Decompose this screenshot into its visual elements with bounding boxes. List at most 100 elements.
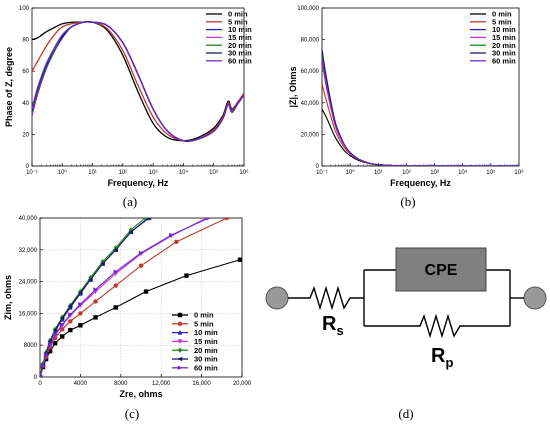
legend-label: 60 min (194, 363, 218, 372)
marker-triangle-right (169, 232, 174, 238)
marker-circle (174, 239, 179, 245)
left-terminal (265, 286, 289, 310)
series-line (32, 21, 244, 142)
marker-triangle-left (87, 277, 93, 282)
marker-triangle-right (206, 218, 212, 221)
series-20-min (40, 218, 148, 377)
x-tick-label: 16,000 (192, 381, 211, 387)
legend-label: 30 min (228, 49, 252, 58)
marker-triangle-right (78, 302, 84, 307)
marker-triangle-left (113, 247, 118, 252)
marker-triangle-right (40, 362, 46, 368)
marker-diamond (177, 347, 183, 353)
series-5-min (32, 21, 244, 142)
marker-square (143, 289, 149, 294)
panel-d-circuit: Rs CPE Rp (265, 247, 547, 370)
x-axis-label: Zre, ohms (119, 389, 162, 399)
marker-square (68, 327, 73, 333)
y-tick-label: 100 (19, 6, 30, 12)
x-tick-label: 10² (402, 170, 411, 176)
y-tick-label: 32,000 (19, 248, 38, 254)
series-0-min (322, 108, 519, 166)
marker-triangle-right (68, 312, 73, 317)
series-line (322, 52, 519, 166)
panel-b-modulus-chart: 10⁻¹ 10⁰ 10¹ 10² 10³ 10⁴ 10⁵ 10⁶ 0 20,000 40,000 60… (288, 6, 524, 188)
marker-square (52, 341, 58, 346)
series-line (40, 218, 149, 377)
series-line (40, 218, 207, 377)
marker-triangle-left (67, 304, 73, 309)
marker-triangle-left (77, 290, 83, 295)
marker-square (78, 323, 83, 328)
series-20-min (322, 55, 519, 166)
x-tick-label: 4000 (74, 381, 88, 387)
marker-triangle-right (47, 342, 53, 347)
x-tick-label: 10³ (149, 170, 158, 176)
legend-label: 60 min (492, 56, 516, 65)
series-line (32, 21, 244, 142)
marker-square (93, 315, 98, 320)
series-60-min (32, 21, 244, 142)
x-tick-label: 10¹ (88, 170, 97, 176)
y-tick-label: 8000 (24, 343, 38, 349)
marker-triangle-left (52, 327, 58, 333)
legend-label: 30 min (194, 355, 218, 364)
marker-square (47, 348, 53, 354)
marker-square (237, 257, 242, 262)
x-tick-label: 10⁶ (239, 169, 249, 176)
marker-triangle-down (177, 339, 183, 345)
y-tick-label: 16,000 (19, 311, 38, 317)
legend-label: 20 min (228, 41, 252, 50)
marker-triangle (177, 329, 183, 335)
legend-label: 15 min (492, 33, 516, 42)
rp-resistor (364, 313, 510, 339)
marker-triangle-right (52, 332, 58, 337)
y-tick-label: 20,000 (301, 132, 320, 138)
series-line (32, 21, 244, 142)
y-tick-label: 24,000 (19, 280, 38, 286)
marker-circle (113, 283, 118, 288)
series-30-min (322, 48, 519, 166)
series-line (322, 108, 519, 166)
legend-label: 10 min (492, 25, 516, 34)
x-axis-label: Frequency, Hz (390, 178, 451, 188)
series-60-min (40, 218, 212, 377)
x-tick-label: 10⁶ (514, 169, 524, 176)
legend-label: 60 min (228, 56, 252, 65)
panel-c-nyquist-chart: 0 4000 8000 12,000 16,000 20,000 0 8000 16,000 24… (3, 216, 252, 399)
legend-label: 15 min (228, 33, 252, 42)
marker-circle (177, 321, 183, 326)
marker-triangle-right (43, 352, 49, 357)
legend-label: 10 min (228, 25, 252, 34)
marker-square (60, 334, 65, 339)
marker-triangle-left (177, 356, 183, 362)
x-tick-label: 12,000 (152, 381, 171, 387)
marker-triangle-right (40, 375, 43, 377)
rs-label: Rs (322, 313, 344, 338)
marker-triangle-left (99, 261, 105, 266)
y-tick-label: 20 (22, 132, 29, 138)
legend-label: 15 min (194, 337, 218, 346)
x-tick-label: 10⁰ (58, 169, 68, 176)
series-30-min (32, 21, 244, 142)
y-tick-label: 0 (316, 164, 320, 170)
marker-diamond (113, 245, 118, 251)
legend-label: 20 min (194, 346, 218, 355)
marker-triangle-left (59, 315, 65, 321)
legend-label: 20 min (492, 41, 516, 50)
series-10-min (40, 218, 151, 377)
rs-resistor (288, 285, 364, 311)
series-0-min (32, 20, 244, 142)
x-tick-label: 10¹ (374, 170, 383, 176)
series-line (32, 21, 244, 142)
y-tick-label: 80,000 (301, 38, 320, 44)
marker-triangle-right (138, 250, 144, 256)
series-line (322, 55, 519, 166)
x-tick-label: 10³ (430, 170, 439, 176)
series-line (322, 58, 519, 166)
series-10-min (32, 21, 244, 142)
marker-triangle-right (60, 322, 65, 327)
legend-label: 0 min (228, 10, 248, 19)
